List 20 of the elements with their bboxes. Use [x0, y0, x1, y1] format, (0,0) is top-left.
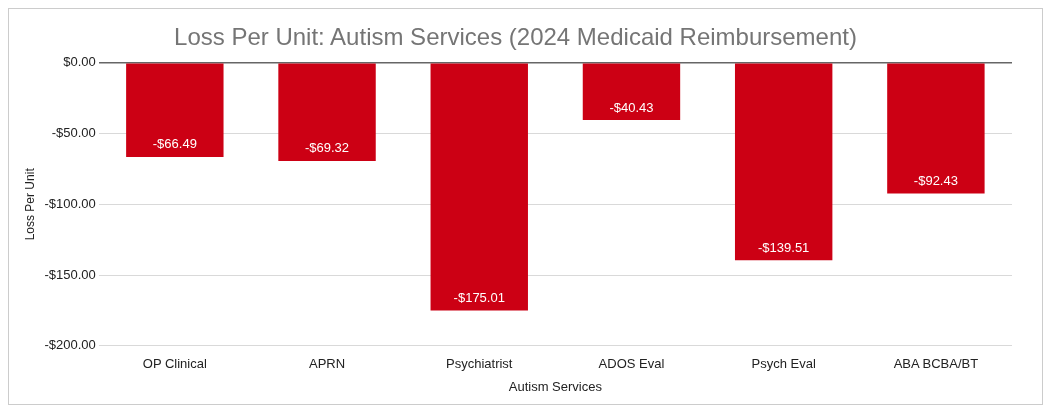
data-label: -$69.32	[304, 140, 350, 156]
data-label: -$92.43	[913, 173, 958, 189]
y-tick-label: $0.00	[63, 54, 96, 70]
x-tick-label: OP Clinical	[142, 356, 207, 372]
data-label: -$175.01	[453, 290, 505, 306]
data-label: -$40.43	[609, 99, 654, 115]
x-tick-label: ABA BCBA/BT	[893, 356, 979, 372]
x-tick-label: Psych Eval	[751, 356, 816, 372]
y-tick-label: -$100.00	[44, 195, 96, 211]
x-tick-label: Psychiatrist	[446, 356, 513, 372]
chart-title: Loss Per Unit: Autism Services (2024 Medicaid Reimbursement)	[174, 23, 857, 51]
y-axis-title: Loss Per Unit	[22, 167, 37, 241]
data-label: -$139.51	[758, 239, 810, 255]
x-tick-label: ADOS Eval	[598, 356, 665, 372]
data-label: -$66.49	[152, 136, 197, 152]
x-axis-title: Autism Services	[508, 378, 603, 394]
y-tick-label: -$200.00	[44, 337, 96, 353]
x-tick-label: APRN	[308, 356, 346, 372]
y-tick-label: -$50.00	[51, 125, 96, 141]
y-tick-label: -$150.00	[44, 266, 96, 282]
